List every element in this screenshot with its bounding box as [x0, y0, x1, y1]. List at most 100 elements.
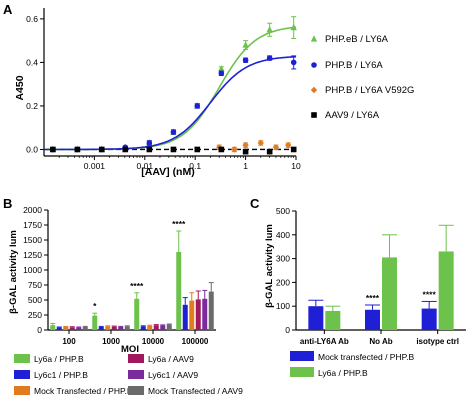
- y-tick-label: 250: [28, 310, 42, 320]
- legend-swatch: [128, 354, 144, 363]
- x-tick-label: 0.1: [189, 161, 201, 171]
- y-tick-label: 0: [37, 325, 42, 335]
- data-point: [74, 146, 81, 153]
- legend-label: Ly6c1 / PHP.B: [34, 370, 88, 380]
- legend-label: PHP.eB / LY6A: [325, 34, 389, 45]
- bar: [166, 324, 172, 330]
- bar: [308, 306, 324, 330]
- panel-c-legend: Mock transfected / PHP.B Ly6a / PHP.B: [290, 351, 415, 378]
- y-tick-label: 1000: [23, 265, 42, 275]
- bar: [160, 325, 166, 330]
- data-point: [50, 146, 56, 153]
- x-tick-label: 0.01: [137, 161, 154, 171]
- legend-swatch: [128, 370, 144, 379]
- bar: [76, 327, 82, 330]
- bar: [92, 315, 98, 330]
- x-tick-label: isotype ctrl: [416, 337, 459, 346]
- bar: [111, 326, 117, 330]
- data-point: [194, 146, 201, 153]
- y-tick-label: 400: [276, 230, 290, 240]
- y-tick-label: 100: [276, 301, 290, 311]
- legend-marker: [310, 35, 318, 42]
- legend-marker: [310, 86, 318, 94]
- bar: [195, 299, 201, 330]
- bar: [124, 326, 130, 330]
- legend-swatch: [14, 370, 30, 379]
- significance-label: ****: [172, 219, 186, 229]
- legend-swatch: [290, 367, 314, 377]
- legend-label: Ly6c1 / AAV9: [148, 370, 198, 380]
- x-tick-label: 100: [62, 337, 76, 346]
- legend-swatch: [128, 386, 144, 395]
- x-tick-label: No Ab: [369, 337, 392, 346]
- legend-label: Ly6a / PHP.B: [318, 368, 368, 378]
- bar: [153, 325, 159, 330]
- bar: [382, 257, 397, 330]
- panel-c-ylabel: β-GAL activity lum: [264, 224, 275, 308]
- panel-b-legend: Ly6a / PHP.B Ly6c1 / PHP.B Mock Transfecte…: [14, 354, 243, 396]
- panel-c-chart: 0 100 200 300 400 500 anti-LY6A Ab No Ab **** iso…: [276, 206, 466, 346]
- data-point: [257, 139, 264, 147]
- x-tick-label: 1000: [102, 337, 120, 346]
- panel-b-label: B: [3, 196, 12, 211]
- bar: [438, 251, 454, 330]
- panel-a-chart: 0.0 0.2 0.4 0.6 0.001 0.01 0.1 1 10: [26, 8, 301, 171]
- x-tick-label: 0.001: [84, 161, 106, 171]
- x-tick-label: 1: [243, 161, 248, 171]
- legend-label: Ly6a / AAV9: [148, 354, 194, 364]
- significance-label: ****: [130, 281, 144, 291]
- data-point: [272, 144, 280, 151]
- significance-label: *: [93, 301, 97, 311]
- legend-label: PHP.B / LY6A V592G: [325, 85, 414, 96]
- data-point: [170, 129, 177, 135]
- bar: [202, 298, 208, 330]
- x-tick-label: 10000: [142, 337, 165, 346]
- data-point: [194, 103, 201, 109]
- y-tick-label: 2000: [23, 205, 42, 215]
- bar: [325, 310, 341, 330]
- panel-a-legend: PHP.eB / LY6A PHP.B / LY6A PHP.B / LY6A V5…: [310, 34, 414, 121]
- significance-label: ****: [423, 289, 437, 299]
- legend-label: Mock transfected / PHP.B: [318, 352, 415, 362]
- data-point: [242, 148, 249, 155]
- bar: [105, 326, 111, 330]
- bar: [147, 325, 153, 330]
- bar: [82, 327, 88, 330]
- bar: [208, 291, 214, 330]
- y-tick-label: 0.6: [26, 14, 38, 24]
- fit-curve: [44, 26, 297, 151]
- y-tick-label: 1250: [23, 250, 42, 260]
- significance-label: ****: [366, 293, 380, 303]
- data-point: [231, 146, 238, 153]
- bar: [50, 325, 56, 330]
- y-tick-label: 500: [276, 206, 290, 216]
- data-point: [122, 146, 129, 153]
- legend-label: AAV9 / LY6A: [325, 110, 380, 121]
- data-point: [284, 141, 292, 149]
- data-point: [218, 146, 225, 153]
- bar: [189, 300, 195, 330]
- x-tick-label: 10: [291, 161, 301, 171]
- data-point: [146, 140, 153, 146]
- fit-curve: [44, 55, 297, 151]
- y-tick-label: 1500: [23, 235, 42, 245]
- data-point: [218, 65, 225, 72]
- data-point: [242, 141, 249, 149]
- data-point: [290, 23, 297, 31]
- data-point: [242, 41, 249, 48]
- data-point: [290, 146, 297, 153]
- panel-a-xlabel: [AAV] (nM): [141, 166, 194, 178]
- bar: [140, 326, 146, 330]
- legend-label: PHP.B / LY6A: [325, 60, 383, 71]
- legend-label: Ly6a / PHP.B: [34, 354, 84, 364]
- legend-swatch: [14, 386, 30, 395]
- y-tick-label: 0.0: [26, 144, 38, 154]
- y-tick-label: 300: [276, 254, 290, 264]
- panel-a-label: A: [3, 2, 13, 17]
- bar: [63, 327, 69, 330]
- panel-b-chart: 0 250 500 750 1000 1250 1500 1750 2000 100 1000 * 10…: [23, 205, 216, 346]
- data-point: [242, 57, 249, 64]
- data-point: [146, 146, 153, 153]
- data-point: [266, 148, 273, 155]
